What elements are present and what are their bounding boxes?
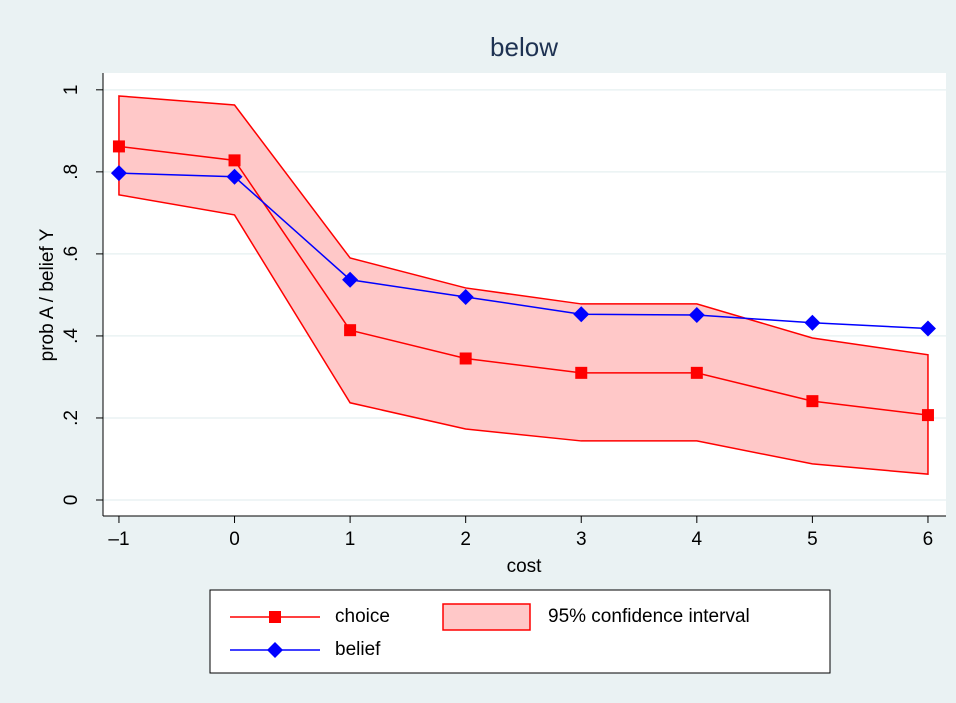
x-axis-label: cost [507,556,543,577]
y-tick-label: 1 [61,85,82,96]
data-point [228,154,241,167]
data-point [226,168,243,185]
legend-label: belief [335,639,381,660]
data-point [690,366,703,379]
y-tick-label: .2 [61,410,82,426]
legend-label: 95% confidence interval [548,606,750,627]
y-tick-label: .6 [61,246,82,262]
data-point [573,306,590,323]
x-tick-label: 4 [692,529,703,550]
data-point [575,366,588,379]
x-tick-label: 6 [923,529,934,550]
data-point [342,271,359,288]
legend-marker [269,611,281,623]
x-tick-label: –1 [108,529,129,550]
x-tick-label: 2 [460,529,471,550]
legend-swatch [442,603,531,631]
legend-label: choice [335,606,390,627]
data-point [457,288,474,305]
series-line [118,145,929,416]
legend-marker [267,642,283,658]
y-tick-label: .4 [61,328,82,344]
data-point [459,352,472,365]
series-line [118,172,929,330]
data-point [804,314,821,331]
x-tick-label: 1 [345,529,356,550]
data-point [344,324,357,337]
data-point [919,320,936,337]
data-point [921,409,934,422]
data-point [112,140,125,153]
data-point [806,395,819,408]
y-tick-label: 0 [61,495,82,506]
x-tick-label: 5 [807,529,818,550]
data-point [110,165,127,182]
y-tick-label: .8 [61,164,82,180]
chart-title: below [490,32,558,62]
y-axis-label: prob A / belief Y [37,228,58,361]
data-point [688,307,705,324]
x-tick-label: 0 [229,529,240,550]
legend-box [209,589,831,674]
x-tick-label: 3 [576,529,587,550]
